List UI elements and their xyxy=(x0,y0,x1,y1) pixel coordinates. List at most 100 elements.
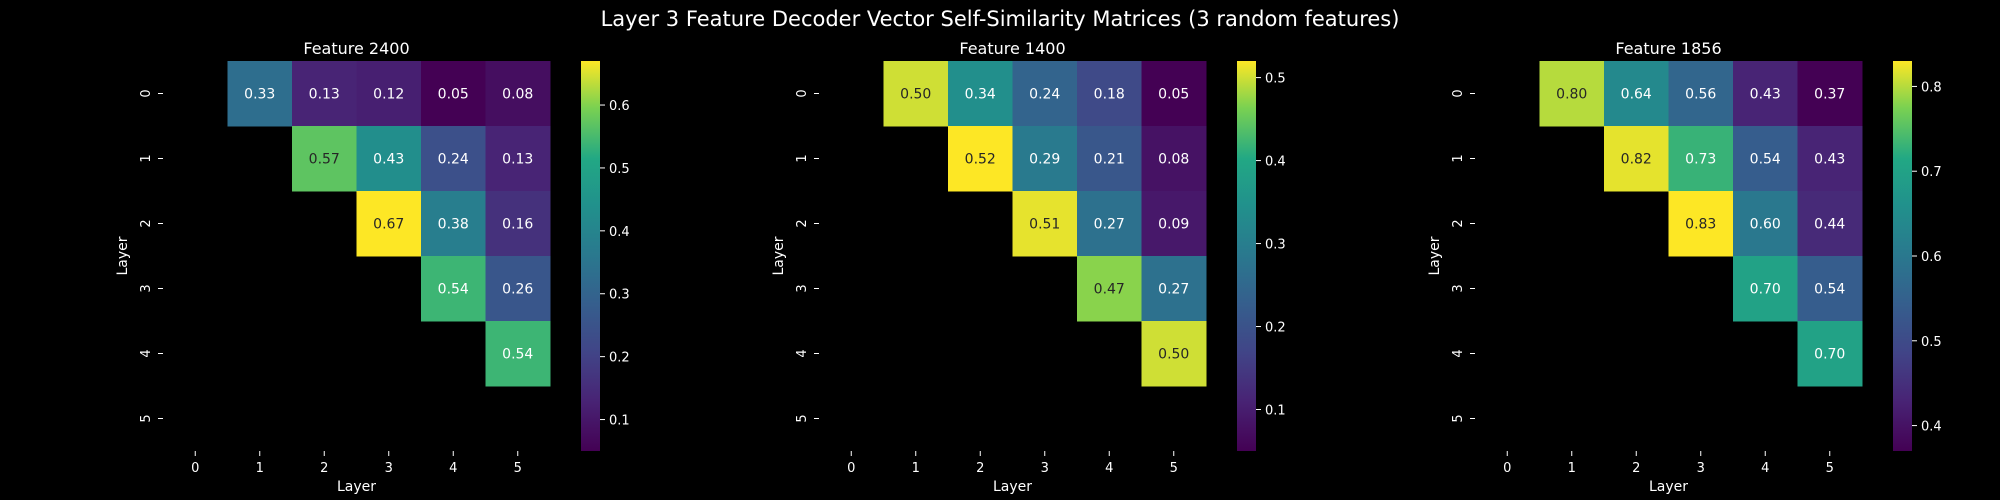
heatmap-cell xyxy=(356,61,422,127)
y-tick-label: 0 xyxy=(1451,89,1466,97)
panel-title: Feature 2400 xyxy=(303,39,409,58)
colorbar-tick-label: 0.5 xyxy=(609,162,630,177)
cell-value-label: 0.18 xyxy=(1094,87,1125,103)
cell-value-label: 0.54 xyxy=(438,282,469,298)
y-tick-label: 3 xyxy=(139,284,154,292)
heatmap-cell xyxy=(485,191,551,257)
cell-value-label: 0.27 xyxy=(1158,282,1189,298)
y-tick-label: 1 xyxy=(795,154,810,162)
cell-value-label: 0.82 xyxy=(1621,152,1652,168)
panel-title: Feature 1856 xyxy=(1615,39,1721,58)
cell-value-label: 0.33 xyxy=(244,87,275,103)
heatmap-cell xyxy=(1012,61,1078,127)
colorbar xyxy=(1893,61,1912,451)
cell-value-label: 0.13 xyxy=(502,152,533,168)
heatmap-cell xyxy=(1077,256,1142,322)
heatmap-cell xyxy=(1077,191,1142,257)
cell-value-label: 0.34 xyxy=(965,87,996,103)
y-tick-label: 4 xyxy=(795,349,810,357)
x-tick-label: 0 xyxy=(191,461,199,476)
heatmap-cell xyxy=(227,61,293,127)
x-tick-label: 0 xyxy=(847,461,855,476)
y-tick-label: 2 xyxy=(139,219,154,227)
x-tick-label: 4 xyxy=(1761,461,1769,476)
cell-value-label: 0.43 xyxy=(373,152,404,168)
colorbar-tick-label: 0.4 xyxy=(1921,420,1942,435)
heatmap-cell xyxy=(1141,321,1207,387)
cell-value-label: 0.80 xyxy=(1556,87,1587,103)
y-tick-label: 1 xyxy=(1451,154,1466,162)
x-tick-label: 1 xyxy=(912,461,920,476)
cell-value-label: 0.56 xyxy=(1685,87,1716,103)
heatmap-cell xyxy=(1733,256,1798,322)
x-axis-label: Layer xyxy=(337,479,376,495)
cell-value-label: 0.43 xyxy=(1814,152,1845,168)
x-tick-label: 5 xyxy=(1170,461,1178,476)
heatmap-cell xyxy=(421,61,486,127)
x-tick-label: 3 xyxy=(1041,461,1049,476)
heatmap-cell xyxy=(1077,126,1142,192)
x-tick-label: 1 xyxy=(1568,461,1576,476)
x-axis-label: Layer xyxy=(1649,479,1688,495)
cell-value-label: 0.54 xyxy=(1750,152,1781,168)
x-tick-label: 2 xyxy=(1632,461,1640,476)
x-tick-label: 2 xyxy=(320,461,328,476)
x-tick-label: 1 xyxy=(256,461,264,476)
colorbar-tick-label: 0.1 xyxy=(1265,404,1286,419)
heatmap-cell xyxy=(292,126,357,192)
y-tick-label: 5 xyxy=(795,414,810,422)
cell-value-label: 0.16 xyxy=(502,217,533,233)
heatmap-cell xyxy=(292,61,357,127)
y-tick-label: 3 xyxy=(795,284,810,292)
cell-value-label: 0.43 xyxy=(1750,87,1781,103)
cell-value-label: 0.52 xyxy=(965,152,996,168)
y-tick-label: 1 xyxy=(139,154,154,162)
heatmap-cell xyxy=(1012,126,1078,192)
heatmap-cell xyxy=(485,321,551,387)
cell-value-label: 0.51 xyxy=(1029,217,1060,233)
x-tick-label: 0 xyxy=(1503,461,1511,476)
heatmap-cell xyxy=(421,126,486,192)
heatmap-cell xyxy=(1797,256,1863,322)
colorbar xyxy=(581,61,600,451)
cell-value-label: 0.54 xyxy=(502,347,533,363)
y-axis-label: Layer xyxy=(115,236,131,275)
x-tick-label: 5 xyxy=(514,461,522,476)
heatmap-cell xyxy=(883,61,949,127)
heatmap-cell xyxy=(1733,191,1798,257)
colorbar-tick-label: 0.8 xyxy=(1921,80,1942,95)
heatmap-cell xyxy=(1797,126,1863,192)
heatmap-cell xyxy=(421,256,486,322)
cell-value-label: 0.60 xyxy=(1750,217,1781,233)
y-tick-label: 5 xyxy=(139,414,154,422)
y-tick-label: 0 xyxy=(795,89,810,97)
y-tick-label: 2 xyxy=(1451,219,1466,227)
y-axis-label: Layer xyxy=(771,236,787,275)
colorbar-tick-label: 0.2 xyxy=(1265,321,1286,336)
heatmap-cell xyxy=(1668,191,1734,257)
cell-value-label: 0.08 xyxy=(1158,152,1189,168)
heatmap-cell xyxy=(1539,61,1605,127)
cell-value-label: 0.47 xyxy=(1094,282,1125,298)
colorbar-tick-label: 0.6 xyxy=(609,99,630,114)
heatmap-cell xyxy=(1604,126,1669,192)
y-tick-label: 4 xyxy=(139,349,154,357)
colorbar-tick-label: 0.6 xyxy=(1921,250,1942,265)
x-tick-label: 5 xyxy=(1826,461,1834,476)
cell-value-label: 0.57 xyxy=(309,152,340,168)
cell-value-label: 0.12 xyxy=(373,87,404,103)
heatmap-cell xyxy=(1077,61,1142,127)
y-tick-label: 3 xyxy=(1451,284,1466,292)
heatmap-cell xyxy=(1141,126,1207,192)
cell-value-label: 0.37 xyxy=(1814,87,1845,103)
cell-value-label: 0.54 xyxy=(1814,282,1845,298)
cell-value-label: 0.09 xyxy=(1158,217,1189,233)
cell-value-label: 0.50 xyxy=(1158,347,1189,363)
heatmap-cell xyxy=(1797,321,1863,387)
cell-value-label: 0.44 xyxy=(1814,217,1845,233)
heatmap-cell xyxy=(1668,126,1734,192)
y-tick-label: 0 xyxy=(139,89,154,97)
